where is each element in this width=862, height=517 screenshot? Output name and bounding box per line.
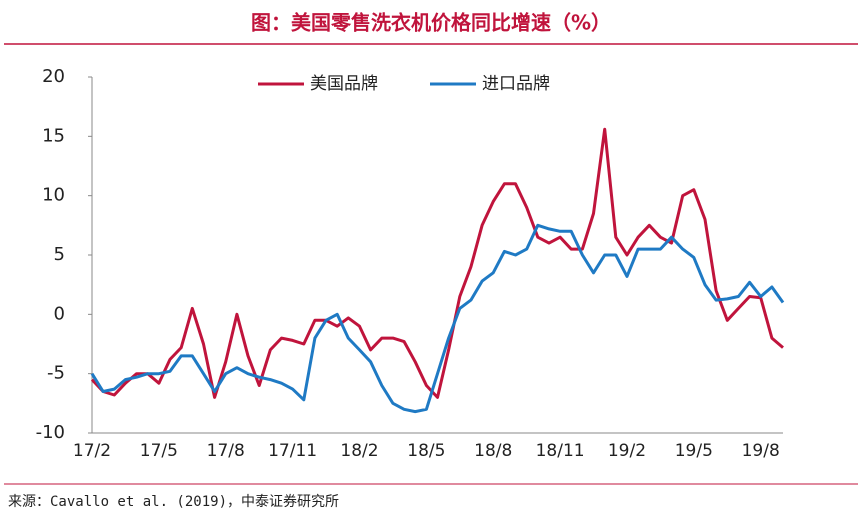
x-tick-label: 18/5	[407, 441, 445, 461]
series-line	[90, 127, 784, 399]
x-tick-label: 17/5	[140, 441, 178, 461]
y-tick-label: 15	[42, 125, 65, 146]
y-tick-label: 10	[42, 185, 65, 206]
y-tick-label: 0	[54, 303, 65, 324]
y-tick-label: -5	[47, 363, 65, 384]
x-tick-label: 17/11	[268, 441, 317, 461]
y-tick-label: 5	[54, 244, 65, 265]
x-tick-label: 19/8	[742, 441, 780, 461]
legend-label: 美国品牌	[310, 74, 378, 94]
x-tick-label: 17/2	[73, 441, 111, 461]
x-tick-label: 18/8	[474, 441, 512, 461]
x-tick-label: 19/2	[608, 441, 646, 461]
x-tick-label: 18/2	[340, 441, 378, 461]
series-line	[90, 223, 785, 414]
x-tick-label: 19/5	[675, 441, 713, 461]
source-note: 来源：Cavallo et al. (2019)，中泰证券研究所	[8, 494, 339, 510]
y-tick-label: 20	[42, 66, 65, 87]
x-tick-label: 17/8	[207, 441, 245, 461]
legend-label: 进口品牌	[482, 74, 550, 94]
chart-title: 图：美国零售洗衣机价格同比增速（%）	[251, 11, 611, 35]
x-tick-label: 18/11	[536, 441, 585, 461]
y-tick-label: -10	[36, 422, 65, 443]
